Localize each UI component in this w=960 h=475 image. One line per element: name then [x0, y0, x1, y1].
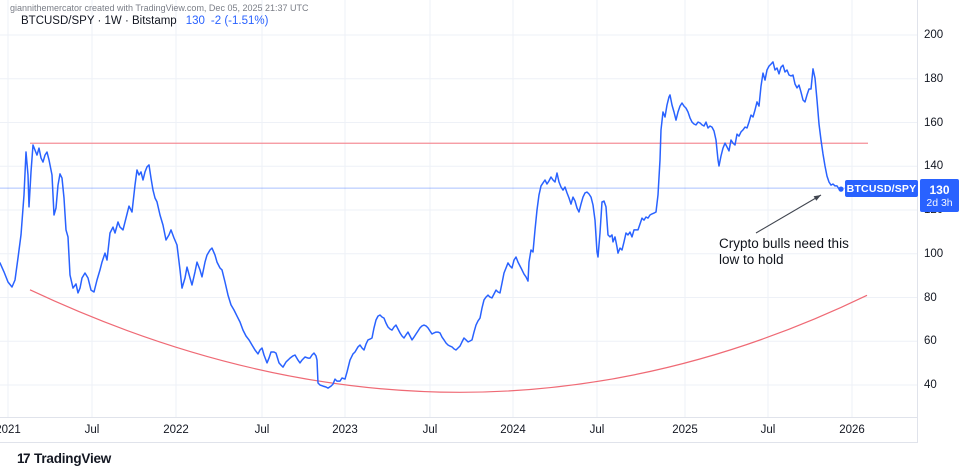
price-axis[interactable]: 200180160140120100806040 [917, 0, 960, 443]
price-tick-label: 160 [924, 116, 944, 129]
time-tick-label: Jul [254, 424, 270, 436]
price-tick-label: 180 [924, 72, 944, 85]
last-price-label[interactable]: 130 2d 3h [920, 179, 959, 212]
time-tick-label: 2024 [500, 424, 526, 436]
annotation-line-1: Crypto bulls need this [719, 236, 849, 251]
symbol-legend[interactable]: BTCUSD/SPY · 1W · Bitstamp 130 -2 (-1.51%) [21, 15, 268, 27]
price-tick-label: 60 [924, 335, 937, 348]
tradingview-logo-icon: 17 [17, 451, 31, 466]
bar-countdown: 2d 3h [926, 196, 953, 209]
annotation-line-2: low to hold [719, 252, 784, 267]
time-tick-label: Jul [84, 424, 100, 436]
snapshot-attribution: giannithemercator created with TradingVi… [10, 3, 309, 13]
price-tick-label: 100 [924, 247, 944, 260]
time-tick-label: 2022 [163, 424, 189, 436]
last-point-marker [838, 186, 844, 192]
symbol-price-flag-label: BTCUSD/SPY [846, 182, 917, 195]
chart-plot-area[interactable] [0, 0, 917, 417]
annotation-arrow-line[interactable] [755, 194, 822, 234]
btcusd-spy-line[interactable] [0, 61, 842, 389]
time-tick-label: 2023 [332, 424, 358, 436]
footer-bar: 17 TradingView [0, 443, 960, 475]
time-tick-label: Jul [589, 424, 605, 436]
time-tick-label: 2026 [839, 424, 865, 436]
tradingview-logo[interactable]: 17 TradingView [17, 451, 111, 466]
annotation-arrow-head [813, 195, 821, 201]
legend-change: -2 (-1.51%) [210, 15, 269, 27]
time-tick-label: 2025 [672, 424, 698, 436]
price-tick-label: 80 [924, 291, 937, 304]
time-tick-label: Jul [760, 424, 776, 436]
time-axis[interactable]: 2021 Jul 2022 Jul 2023 Jul 2024 Jul 2025 Jul 2026 [0, 417, 960, 443]
support-arc-curve[interactable] [29, 289, 868, 393]
price-chart[interactable] [0, 0, 917, 417]
price-tick-label: 140 [924, 160, 944, 173]
time-tick-label: 2021 [0, 424, 21, 436]
time-tick-label: Jul [422, 424, 438, 436]
legend-last-value: 130 [185, 15, 205, 27]
tradingview-brand-name: TradingView [34, 451, 112, 466]
symbol-title[interactable]: BTCUSD/SPY · 1W · Bitstamp [21, 15, 177, 27]
symbol-price-flag[interactable]: BTCUSD/SPY [845, 180, 918, 197]
text-annotation[interactable]: Crypto bulls need this low to hold [719, 236, 849, 268]
last-price-value: 130 [929, 182, 950, 197]
price-tick-label: 200 [924, 29, 944, 41]
price-tick-label: 40 [924, 379, 937, 391]
